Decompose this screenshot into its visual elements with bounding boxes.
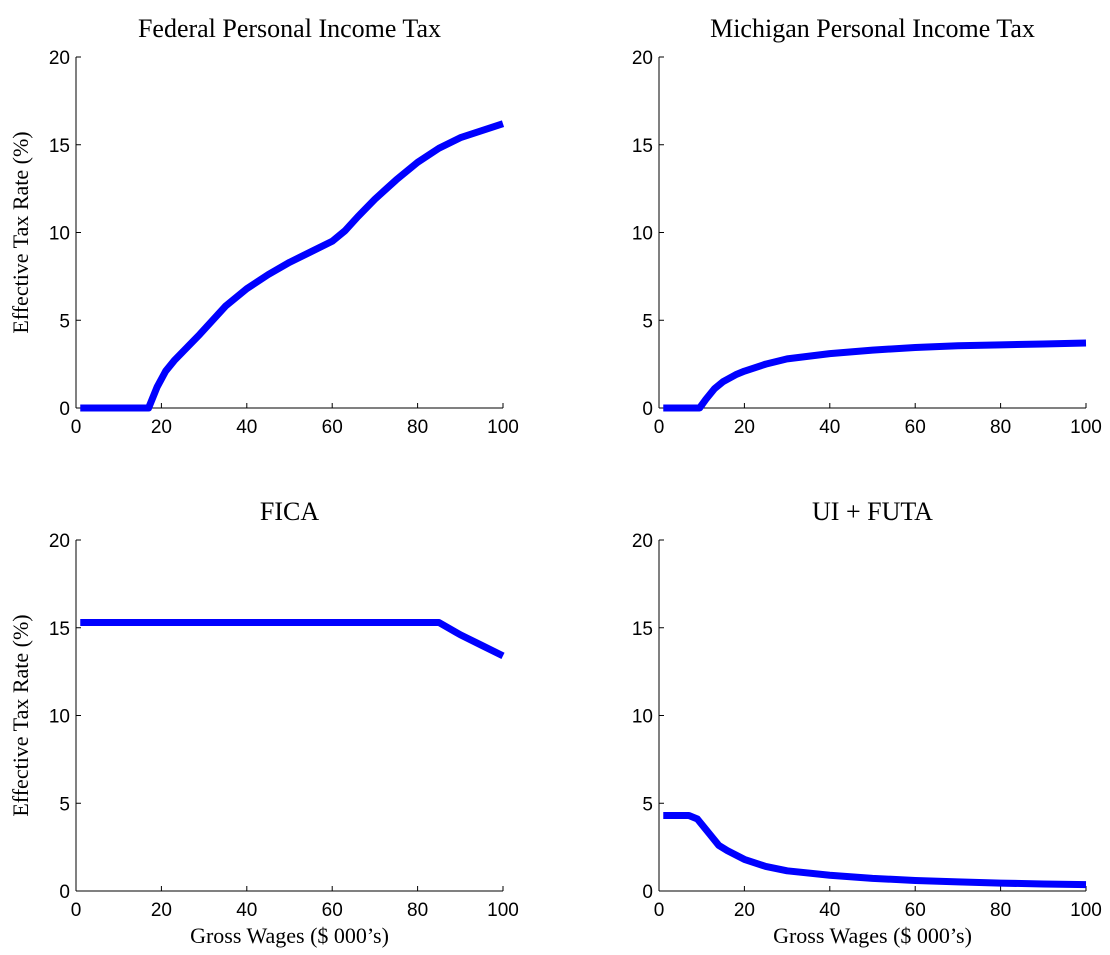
y-tick-label: 15	[49, 136, 70, 157]
y-tick-label: 10	[632, 707, 653, 728]
x-tick-label: 20	[151, 417, 172, 438]
x-tick-label: 0	[654, 900, 665, 921]
chart-title: UI + FUTA	[812, 497, 933, 526]
y-tick-label: 0	[642, 399, 653, 420]
data-line	[80, 618, 505, 659]
y-axis-label: Effective Tax Rate (%)	[8, 614, 33, 816]
x-tick-label: 100	[487, 417, 519, 438]
data-line	[80, 120, 505, 412]
x-tick-label: 40	[819, 900, 840, 921]
y-tick-label: 20	[49, 48, 70, 69]
y-tick-label: 20	[632, 48, 653, 69]
x-axis-label: Gross Wages ($ 000’s)	[773, 923, 972, 948]
x-tick-label: 60	[322, 417, 343, 438]
x-tick-label: 20	[151, 900, 172, 921]
y-tick-label: 0	[59, 399, 70, 420]
y-tick-label: 10	[49, 707, 70, 728]
x-axis-label: Gross Wages ($ 000’s)	[190, 923, 389, 948]
y-tick-label: 15	[49, 619, 70, 640]
y-tick-label: 0	[642, 882, 653, 903]
x-tick-label: 80	[407, 900, 428, 921]
x-tick-label: 100	[487, 900, 519, 921]
x-tick-label: 40	[236, 417, 257, 438]
x-tick-label: 80	[990, 417, 1011, 438]
x-tick-label: 40	[236, 900, 257, 921]
y-tick-label: 5	[59, 794, 70, 815]
y-tick-label: 20	[632, 531, 653, 552]
y-tick-label: 10	[632, 224, 653, 245]
x-tick-label: 80	[990, 900, 1011, 921]
x-tick-label: 60	[905, 900, 926, 921]
x-tick-label: 40	[819, 417, 840, 438]
y-tick-label: 5	[59, 311, 70, 332]
y-axis-label: Effective Tax Rate (%)	[8, 131, 33, 333]
x-tick-label: 20	[734, 900, 755, 921]
chart-title: FICA	[260, 497, 319, 526]
x-tick-label: 100	[1070, 417, 1102, 438]
chart-title: Michigan Personal Income Tax	[710, 14, 1035, 43]
y-tick-label: 15	[632, 136, 653, 157]
y-tick-label: 5	[642, 311, 653, 332]
x-tick-label: 20	[734, 417, 755, 438]
y-tick-label: 20	[49, 531, 70, 552]
x-tick-label: 60	[905, 417, 926, 438]
y-tick-label: 0	[59, 882, 70, 903]
data-line	[663, 812, 1087, 889]
x-tick-label: 0	[71, 900, 82, 921]
x-tick-label: 0	[71, 417, 82, 438]
x-tick-label: 80	[407, 417, 428, 438]
y-tick-label: 5	[642, 794, 653, 815]
x-tick-label: 0	[654, 417, 665, 438]
y-tick-label: 10	[49, 224, 70, 245]
x-tick-label: 100	[1070, 900, 1102, 921]
chart-title: Federal Personal Income Tax	[138, 14, 441, 43]
y-tick-label: 15	[632, 619, 653, 640]
data-line	[663, 339, 1087, 412]
x-tick-label: 60	[322, 900, 343, 921]
